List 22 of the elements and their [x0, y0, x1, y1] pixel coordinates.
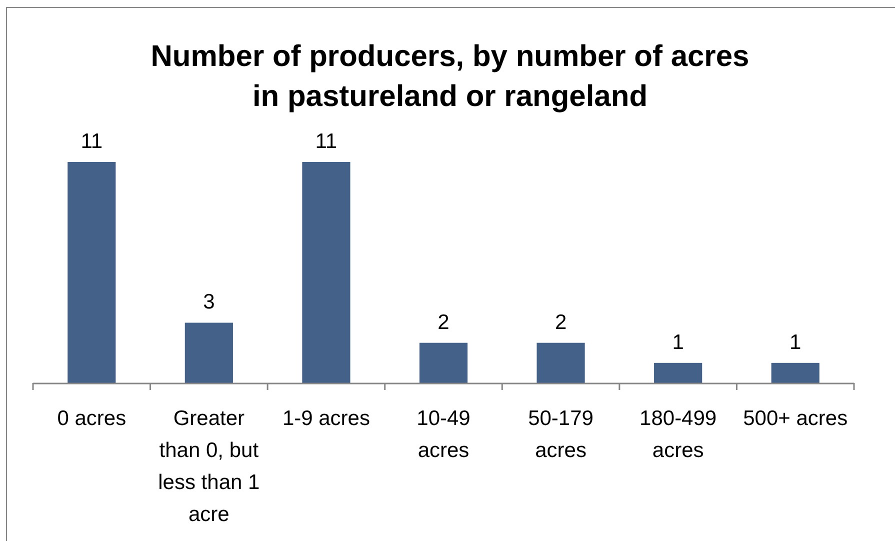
- bar: [302, 162, 350, 383]
- data-label: 11: [80, 130, 103, 153]
- data-label: 3: [203, 290, 215, 314]
- data-label: 1: [790, 330, 802, 354]
- x-tick-label: 180-499 acres: [640, 407, 717, 462]
- bar: [771, 362, 820, 383]
- data-label: 1: [672, 330, 684, 354]
- bar: [419, 342, 468, 383]
- x-tick-label: 10-49 acres: [416, 407, 470, 462]
- x-tick-label: 0 acres: [57, 407, 126, 430]
- x-tick-label: 500+ acres: [743, 407, 848, 430]
- bar: [68, 162, 116, 383]
- bar: [536, 342, 585, 383]
- data-label: 11: [315, 130, 338, 153]
- x-tick-label: Greater than 0, but less than 1 acre: [158, 407, 260, 526]
- bar: [654, 362, 702, 383]
- bar: [184, 322, 233, 383]
- x-tick-label: 50-179 acres: [528, 407, 594, 462]
- data-label: 2: [438, 310, 450, 334]
- chart-title: Number of producers, by number of acres in pastureland or rangeland: [150, 40, 750, 113]
- data-label: 2: [554, 310, 567, 334]
- x-tick-label: 1-9 acres: [282, 407, 370, 430]
